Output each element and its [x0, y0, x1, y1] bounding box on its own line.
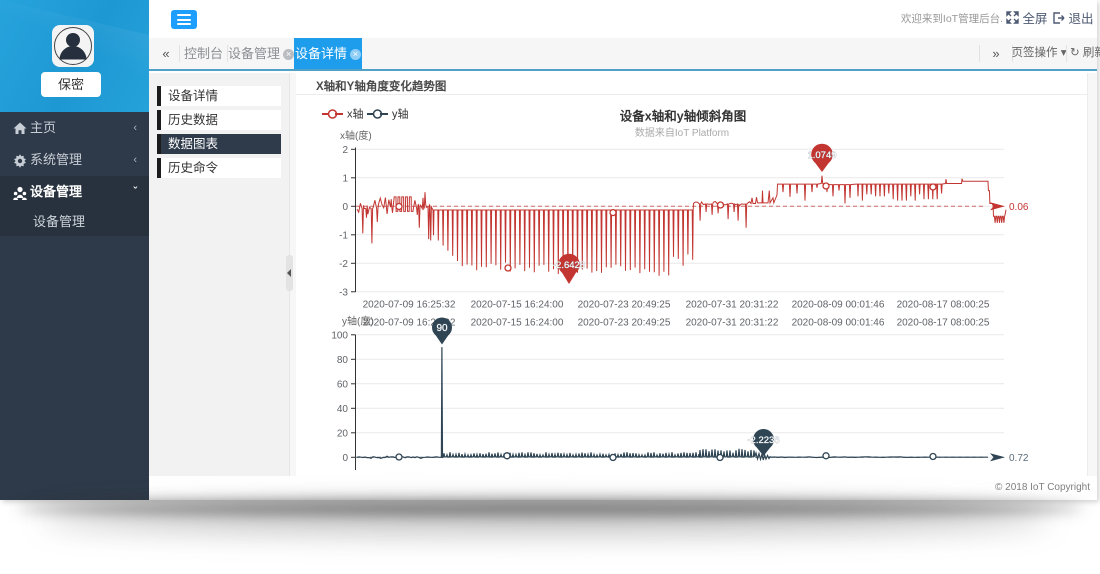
svg-text:2: 2 [342, 145, 348, 156]
svg-text:y轴(度): y轴(度) [342, 315, 374, 328]
svg-text:100: 100 [331, 330, 348, 341]
svg-text:2020-08-09 00:01:46: 2020-08-09 00:01:46 [792, 300, 885, 311]
svg-text:0.06: 0.06 [1009, 202, 1029, 213]
svg-text:2020-07-15 16:24:00: 2020-07-15 16:24:00 [471, 300, 564, 311]
svg-text:0.72: 0.72 [1009, 453, 1029, 464]
svg-text:2020-07-23 20:49:25: 2020-07-23 20:49:25 [578, 318, 671, 329]
svg-text:-1: -1 [339, 230, 348, 241]
svg-text:-3: -3 [339, 287, 348, 298]
svg-text:2020-07-09 16:25:32: 2020-07-09 16:25:32 [363, 318, 456, 329]
svg-text:20: 20 [337, 428, 349, 439]
svg-text:40: 40 [337, 404, 349, 415]
svg-text:x轴: x轴 [347, 107, 364, 121]
svg-text:设备x轴和y轴倾斜角图: 设备x轴和y轴倾斜角图 [620, 109, 746, 124]
svg-text:80: 80 [337, 355, 349, 366]
svg-text:y轴: y轴 [392, 107, 409, 121]
svg-text:2020-08-17 08:00:25: 2020-08-17 08:00:25 [897, 300, 990, 311]
svg-text:2020-08-17 08:00:25: 2020-08-17 08:00:25 [897, 318, 990, 329]
svg-text:x轴(度): x轴(度) [340, 129, 372, 142]
svg-text:-2.2238: -2.2238 [747, 435, 779, 446]
svg-text:0: 0 [342, 453, 348, 464]
svg-text:2020-07-09 16:25:32: 2020-07-09 16:25:32 [363, 300, 456, 311]
svg-text:0: 0 [342, 202, 348, 213]
svg-text:数据来自IoT Platform: 数据来自IoT Platform [635, 126, 729, 139]
svg-text:2020-08-09 00:01:46: 2020-08-09 00:01:46 [792, 318, 885, 329]
svg-text:-2: -2 [339, 259, 348, 270]
svg-text:2020-07-31 20:31:22: 2020-07-31 20:31:22 [686, 318, 779, 329]
svg-text:2020-07-31 20:31:22: 2020-07-31 20:31:22 [686, 300, 779, 311]
svg-text:2020-07-15 16:24:00: 2020-07-15 16:24:00 [471, 318, 564, 329]
svg-text:1.0749: 1.0749 [807, 150, 836, 161]
svg-text:90: 90 [436, 323, 448, 334]
svg-text:1: 1 [342, 173, 348, 184]
svg-text:-2.6428: -2.6428 [553, 260, 585, 271]
svg-text:2020-07-23 20:49:25: 2020-07-23 20:49:25 [578, 300, 671, 311]
svg-text:60: 60 [337, 379, 349, 390]
